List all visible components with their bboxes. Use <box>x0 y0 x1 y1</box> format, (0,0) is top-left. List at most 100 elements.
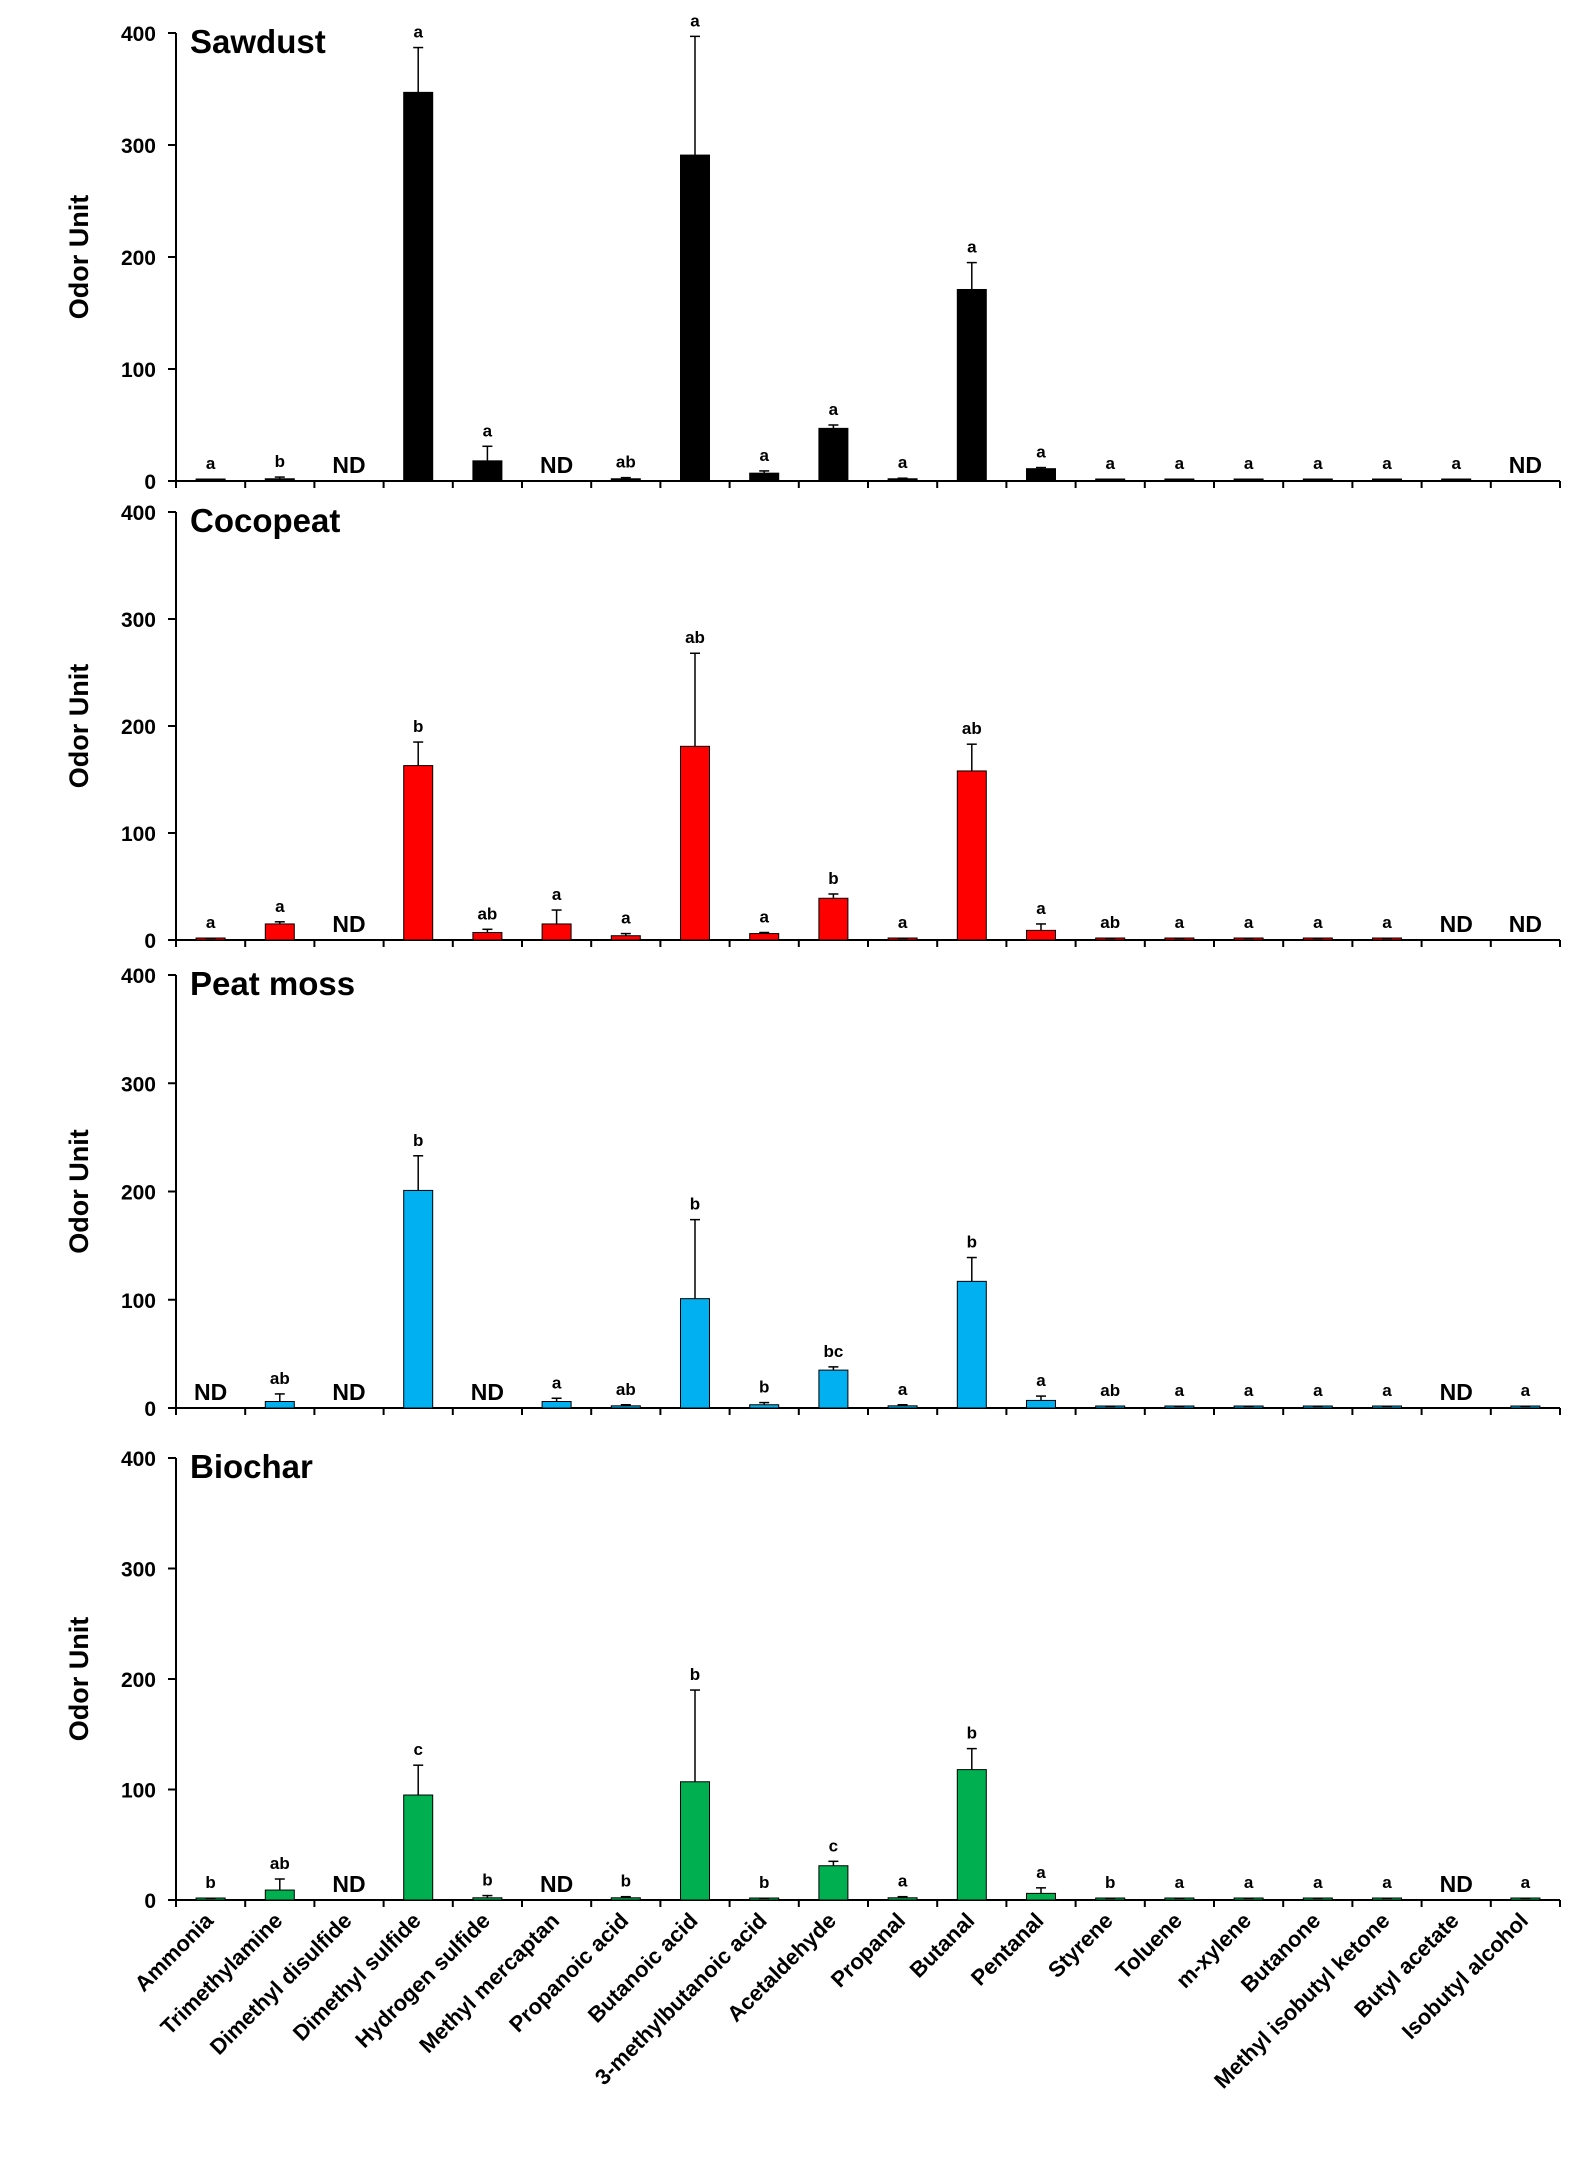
bar <box>610 935 641 941</box>
bar <box>403 765 434 941</box>
y-tick-label: 200 <box>121 1182 156 1205</box>
bar <box>749 933 780 941</box>
significance-letter: a <box>1036 899 1046 918</box>
significance-letter: a <box>829 400 839 419</box>
bar <box>610 1897 641 1901</box>
significance-letter: ab <box>1100 913 1120 932</box>
category-label: Pentanal <box>966 1908 1049 1991</box>
significance-letter: a <box>1036 1371 1046 1390</box>
bar <box>956 770 987 941</box>
significance-letter: a <box>413 23 423 42</box>
significance-letter: b <box>759 1378 769 1397</box>
nd-label: ND <box>332 1379 365 1405</box>
significance-letter: a <box>1175 454 1185 473</box>
y-axis-title: Odor Unit <box>64 1129 94 1253</box>
significance-letter: ab <box>616 1380 636 1399</box>
significance-letter: a <box>967 238 977 257</box>
y-tick-label: 400 <box>121 965 156 988</box>
significance-letter: a <box>1244 454 1254 473</box>
y-tick-label: 300 <box>121 609 156 632</box>
panel-title: Cocopeat <box>190 502 340 539</box>
significance-letter: a <box>275 897 285 916</box>
significance-letter: a <box>759 908 769 927</box>
significance-letter: a <box>898 453 908 472</box>
bar <box>887 1897 918 1901</box>
y-tick-label: 0 <box>144 930 156 953</box>
significance-letter: a <box>1175 1873 1185 1892</box>
bar <box>403 1794 434 1901</box>
bar <box>749 472 780 482</box>
significance-letter: a <box>1175 1381 1185 1400</box>
significance-letter: a <box>1313 913 1323 932</box>
nd-label: ND <box>332 1871 365 1897</box>
bar <box>472 460 503 482</box>
bar <box>818 427 849 482</box>
significance-letter: a <box>1382 454 1392 473</box>
panel-title: Peat moss <box>190 965 355 1002</box>
significance-letter: a <box>1036 443 1046 462</box>
y-tick-label: 400 <box>121 23 156 46</box>
significance-letter: ab <box>270 1854 290 1873</box>
significance-letter: ab <box>477 904 497 923</box>
significance-letter: ab <box>616 453 636 472</box>
significance-letter: bc <box>823 1342 843 1361</box>
significance-letter: a <box>1382 1873 1392 1892</box>
bar <box>264 923 295 941</box>
significance-letter: b <box>621 1872 631 1891</box>
significance-letter: c <box>829 1836 838 1855</box>
significance-letter: a <box>1313 454 1323 473</box>
bar <box>680 1298 710 1409</box>
bar <box>610 478 641 482</box>
significance-letter: a <box>690 11 700 30</box>
bar <box>610 1405 641 1409</box>
significance-letter: a <box>1521 1873 1531 1892</box>
significance-letter: a <box>1313 1381 1323 1400</box>
nd-label: ND <box>1509 911 1542 937</box>
bar <box>818 1369 849 1409</box>
significance-letter: a <box>1105 454 1115 473</box>
significance-letter: ab <box>685 628 705 647</box>
y-tick-label: 100 <box>121 1780 156 1803</box>
category-label: Trimethylamine <box>156 1908 288 2040</box>
bar <box>1026 468 1056 482</box>
significance-letter: a <box>1244 1873 1254 1892</box>
significance-letter: b <box>967 1724 977 1743</box>
bar <box>818 897 849 941</box>
bar <box>887 1405 918 1409</box>
y-tick-label: 0 <box>144 1398 156 1421</box>
bar <box>956 1769 987 1901</box>
significance-letter: a <box>1244 1381 1254 1400</box>
panel-title: Biochar <box>190 1448 313 1485</box>
bar <box>1026 1892 1056 1901</box>
y-tick-label: 0 <box>144 471 156 494</box>
y-tick-label: 0 <box>144 1890 156 1913</box>
bar <box>264 1889 295 1901</box>
panel-title: Sawdust <box>190 23 326 60</box>
significance-letter: a <box>1244 913 1254 932</box>
y-tick-label: 300 <box>121 1073 156 1096</box>
y-tick-label: 300 <box>121 1559 156 1582</box>
significance-letter: ab <box>962 719 982 738</box>
significance-letter: b <box>759 1873 769 1892</box>
y-tick-label: 200 <box>121 247 156 270</box>
bar <box>472 1897 503 1901</box>
significance-letter: ab <box>1100 1381 1120 1400</box>
bar <box>403 1189 434 1409</box>
nd-label: ND <box>1440 1871 1473 1897</box>
nd-label: ND <box>1440 1379 1473 1405</box>
bar <box>472 932 503 941</box>
significance-letter: b <box>1105 1873 1115 1892</box>
significance-letter: a <box>898 1872 908 1891</box>
bar <box>541 1401 572 1409</box>
significance-letter: a <box>1521 1381 1531 1400</box>
significance-letter: a <box>621 909 631 928</box>
y-tick-label: 300 <box>121 135 156 158</box>
significance-letter: b <box>275 452 285 471</box>
significance-letter: b <box>690 1195 700 1214</box>
bar <box>680 154 710 482</box>
category-label: Isobutyl alcohol <box>1397 1908 1533 2044</box>
